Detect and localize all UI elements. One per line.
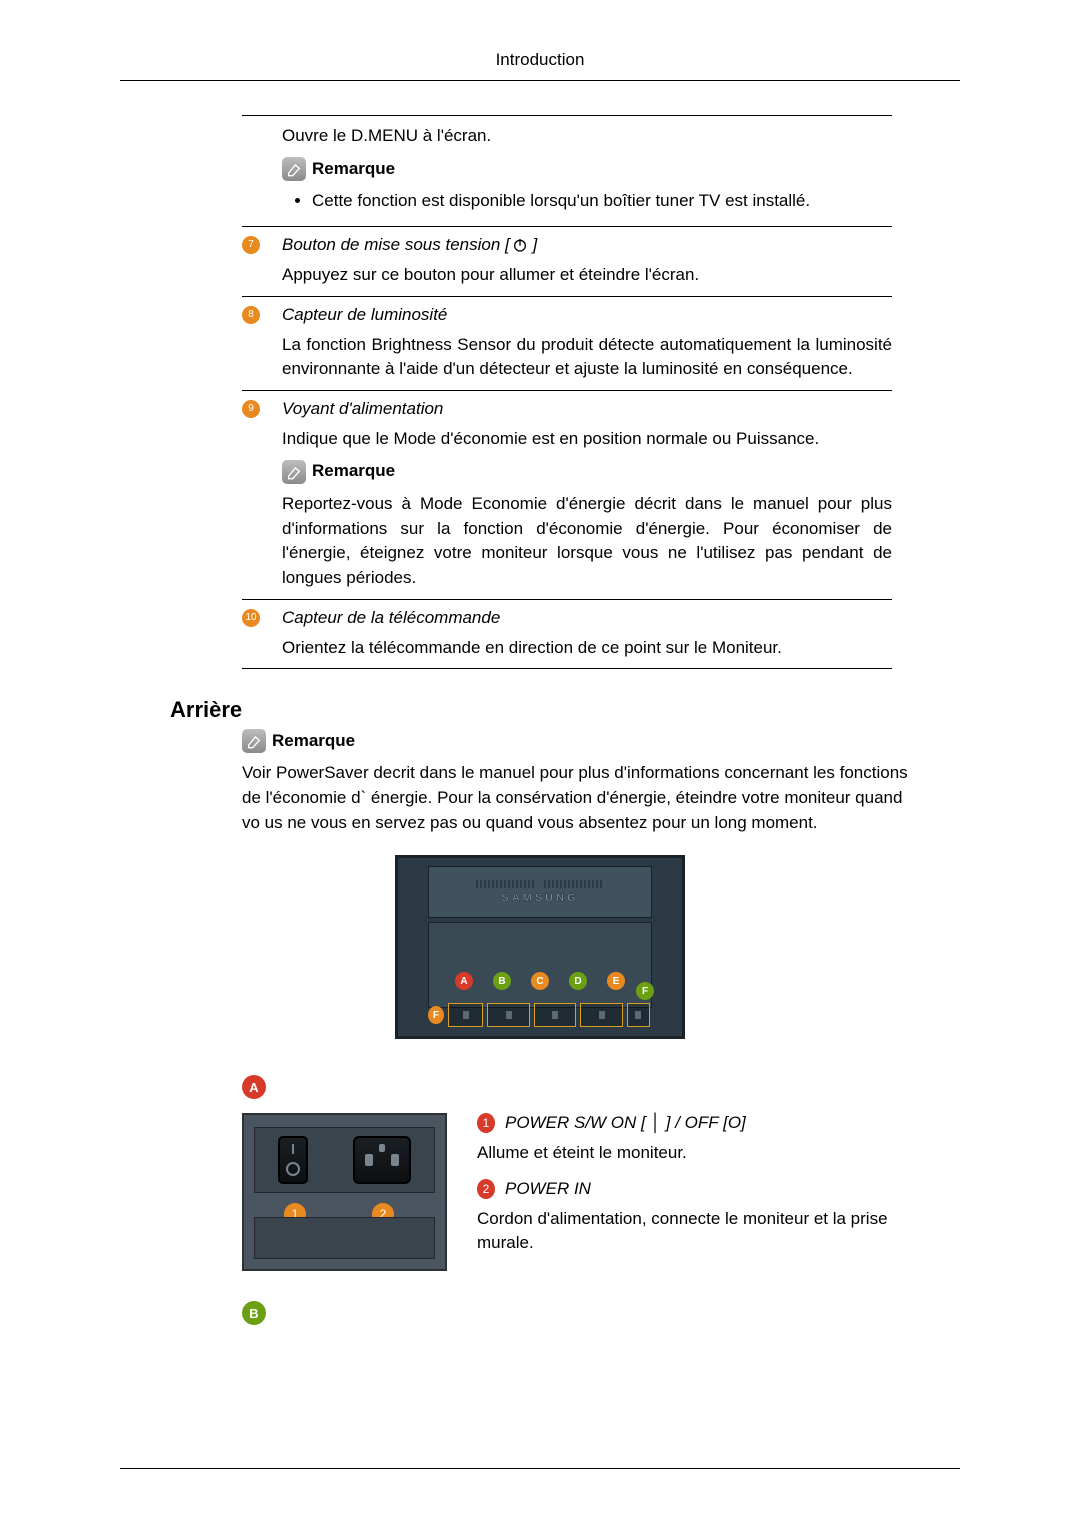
bp-letter-b: B xyxy=(493,972,511,990)
backpanel-logo: SAMSUNG xyxy=(501,892,578,904)
pre-note: Remarque Cette fonction est disponible l… xyxy=(282,157,892,214)
entry-1: 1 POWER S/W ON [ │ ] / OFF [O] Allume et… xyxy=(477,1113,910,1165)
badge-9: 9 xyxy=(242,400,260,418)
item-9-body-line: Indique que le Mode d'économie est en po… xyxy=(282,427,892,452)
item-row-8: 8 Capteur de luminosité La fonction Brig… xyxy=(242,297,892,391)
entry-2: 2 POWER IN Cordon d'alimentation, connec… xyxy=(477,1179,910,1255)
letter-badge-b: B xyxy=(242,1301,266,1325)
section-a: A 1 2 1 xyxy=(242,1075,910,1271)
backpanel: SAMSUNG A B C D E F xyxy=(395,855,685,1039)
item-9-note-body: Reportez-vous à Mode Economie d'énergie … xyxy=(282,492,892,591)
power-module-figure: 1 2 xyxy=(242,1113,447,1271)
note-label: Remarque xyxy=(272,731,355,751)
item-7-title: Bouton de mise sous tension [ ] xyxy=(282,235,537,255)
arriere-note: Remarque xyxy=(242,729,910,753)
item-9-title: Voyant d'alimentation xyxy=(282,399,443,419)
bp-letter-a: A xyxy=(455,972,473,990)
entry1-badge: 1 xyxy=(477,1113,495,1133)
note-icon xyxy=(242,729,266,753)
power-switch-icon xyxy=(278,1136,308,1184)
entry2-badge: 2 xyxy=(477,1179,495,1199)
bp-letter-f-left: F xyxy=(428,1006,444,1024)
item-row-7: 7 Bouton de mise sous tension [ ] Appuye… xyxy=(242,227,892,297)
badge-8: 8 xyxy=(242,306,260,324)
item-9-note: Remarque Reportez-vous à Mode Economie d… xyxy=(282,459,892,590)
pre-bullet: Cette fonction est disponible lorsqu'un … xyxy=(312,189,892,214)
power-socket-icon xyxy=(353,1136,411,1184)
arriere-text: Voir PowerSaver decrit dans le manuel po… xyxy=(242,761,910,835)
note-icon xyxy=(282,460,306,484)
content-area: Ouvre le D.MENU à l'écran. Remarque Cett… xyxy=(170,115,910,1325)
note-icon xyxy=(282,157,306,181)
power-icon xyxy=(512,237,528,253)
item-10-body: Orientez la télécommande en direction de… xyxy=(282,636,892,661)
item-row-9: 9 Voyant d'alimentation Indique que le M… xyxy=(242,391,892,600)
badge-10: 10 xyxy=(242,609,260,627)
item-8-body: La fonction Brightness Sensor du produit… xyxy=(282,333,892,382)
pre-text: Ouvre le D.MENU à l'écran. xyxy=(282,124,892,149)
entry1-title: POWER S/W ON [ │ ] / OFF [O] xyxy=(505,1113,746,1133)
note-label: Remarque xyxy=(312,459,395,484)
backpanel-letters: A B C D E xyxy=(428,968,652,994)
section-b: B xyxy=(242,1301,910,1325)
section-arriere-heading: Arrière xyxy=(170,697,910,723)
item-10-title: Capteur de la télécommande xyxy=(282,608,500,628)
bp-letter-e: E xyxy=(607,972,625,990)
item-row-pre: Ouvre le D.MENU à l'écran. Remarque Cett… xyxy=(242,116,892,227)
letter-badge-a: A xyxy=(242,1075,266,1099)
section-a-entries: 1 POWER S/W ON [ │ ] / OFF [O] Allume et… xyxy=(477,1113,910,1268)
note-label: Remarque xyxy=(312,157,395,182)
items-block: Ouvre le D.MENU à l'écran. Remarque Cett… xyxy=(242,115,892,669)
bp-letter-d: D xyxy=(569,972,587,990)
entry1-body: Allume et éteint le moniteur. xyxy=(477,1141,910,1165)
item-8-title: Capteur de luminosité xyxy=(282,305,447,325)
item-7-body: Appuyez sur ce bouton pour allumer et ét… xyxy=(282,263,892,288)
entry2-title: POWER IN xyxy=(505,1179,591,1199)
entry2-body: Cordon d'alimentation, connecte le monit… xyxy=(477,1207,910,1255)
page-footer-rule xyxy=(120,1468,960,1469)
page-header: Introduction xyxy=(120,50,960,81)
backpanel-figure: SAMSUNG A B C D E F xyxy=(170,855,910,1039)
bp-letter-c: C xyxy=(531,972,549,990)
item-row-10: 10 Capteur de la télécommande Orientez l… xyxy=(242,600,892,670)
backpanel-ports: F F xyxy=(428,1002,652,1028)
badge-7: 7 xyxy=(242,236,260,254)
